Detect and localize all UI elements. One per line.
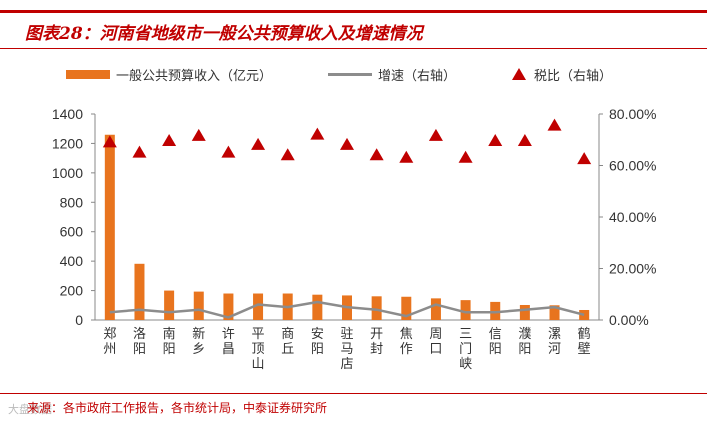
tax-ratio-marker-郑州: [102, 135, 117, 148]
x-category-label: 濮阳: [518, 327, 531, 357]
bar-南阳: [164, 290, 175, 320]
x-category-label: 三门峡: [459, 327, 472, 372]
header-rule: [0, 10, 707, 13]
legend-label-growth: 增速（右轴）: [378, 68, 457, 84]
y-left-tick-label: 800: [60, 194, 84, 210]
tax-ratio-marker-鹤壁: [577, 152, 592, 165]
bar-信阳: [490, 301, 501, 320]
x-category-label: 焦作: [400, 327, 413, 357]
bar-许昌: [223, 293, 234, 320]
y-right-tick-label: 20.00%: [609, 261, 656, 277]
bar-开封: [371, 296, 382, 320]
footer-rule: [0, 393, 707, 394]
bar-周口: [430, 298, 441, 320]
tax-ratio-marker-驻马店: [340, 137, 354, 150]
x-category-label: 南阳: [163, 326, 176, 357]
y-left-tick-label: 200: [60, 283, 84, 299]
y-right-tick-label: 60.00%: [609, 158, 656, 174]
tax-ratio-marker-开封: [369, 148, 384, 161]
x-category-label: 开封: [370, 327, 383, 357]
legend-item-tax-ratio: 税比（右轴）: [512, 62, 612, 86]
bar-焦作: [401, 296, 412, 320]
source-note: 来源：各市政府工作报告，各市统计局，中泰证券研究所: [27, 401, 328, 415]
bar-洛阳: [134, 263, 145, 320]
tax-ratio-marker-洛阳: [132, 145, 147, 158]
bar-漯河: [549, 305, 560, 320]
bar-平顶山: [253, 293, 264, 320]
legend: 一般公共预算收入（亿元） 增速（右轴） 税比（右轴）: [0, 62, 707, 86]
bar-鹤壁: [579, 309, 590, 320]
title-rule: [0, 48, 707, 49]
y-right-tick-label: 40.00%: [609, 209, 656, 225]
legend-item-revenue: 一般公共预算收入（亿元）: [66, 62, 272, 86]
tax-ratio-marker-许昌: [221, 145, 236, 158]
y-left-tick-label: 0: [75, 312, 83, 328]
bar-安阳: [312, 294, 323, 320]
x-category-label: 许昌: [222, 327, 235, 357]
growth-line: [109, 300, 585, 319]
x-category-label: 安阳: [311, 327, 324, 357]
x-category-label: 洛阳: [133, 327, 146, 357]
tax-ratio-marker-新乡: [191, 128, 206, 141]
tax-ratio-marker-焦作: [399, 150, 414, 163]
tax-ratio-marker-信阳: [488, 134, 503, 147]
bar-新乡: [193, 291, 204, 320]
y-left-tick-label: 1000: [52, 165, 83, 181]
legend-label-tax-ratio: 税比（右轴）: [534, 68, 613, 84]
x-category-label: 漯河: [548, 327, 561, 357]
x-category-label: 驻马店: [340, 327, 353, 372]
x-category-label: 信阳: [489, 327, 502, 357]
tax-ratio-marker-濮阳: [517, 134, 532, 147]
x-category-label: 鹤壁: [578, 326, 591, 357]
tax-ratio-marker-三门峡: [458, 150, 473, 163]
tax-ratio-marker-周口: [428, 128, 443, 141]
x-category-label: 新乡: [192, 326, 205, 357]
legend-line-swatch: [328, 72, 372, 76]
triangle-marker-icon: [512, 68, 526, 80]
y-right-tick-label: 80.00%: [609, 106, 656, 122]
tax-ratio-marker-平顶山: [251, 137, 266, 150]
tax-ratio-marker-南阳: [162, 134, 177, 147]
chart-title: 图表28：河南省地级市一般公共预算收入及增速情况: [25, 24, 423, 44]
x-category-label: 平顶山: [252, 327, 265, 372]
legend-item-growth: 增速（右轴）: [328, 62, 456, 86]
tax-ratio-marker-安阳: [310, 127, 325, 140]
x-category-label: 郑州: [103, 327, 116, 357]
watermark-text: 大盘数据: [8, 403, 52, 416]
tax-ratio-marker-商丘: [280, 148, 295, 161]
y-left-tick-label: 1200: [52, 135, 83, 151]
bar-濮阳: [519, 304, 530, 320]
bar-三门峡: [460, 300, 471, 320]
y-right-tick-label: 0.00%: [609, 312, 649, 328]
y-left-tick-label: 1400: [52, 106, 83, 122]
tax-ratio-marker-漯河: [547, 118, 562, 131]
y-left-tick-label: 400: [60, 253, 84, 269]
y-left-tick-label: 600: [60, 224, 84, 240]
legend-bar-swatch: [66, 69, 110, 79]
x-category-label: 商丘: [281, 327, 294, 357]
x-category-label: 周口: [429, 327, 442, 357]
bar-郑州: [104, 134, 115, 320]
legend-label-revenue: 一般公共预算收入（亿元）: [116, 68, 273, 84]
